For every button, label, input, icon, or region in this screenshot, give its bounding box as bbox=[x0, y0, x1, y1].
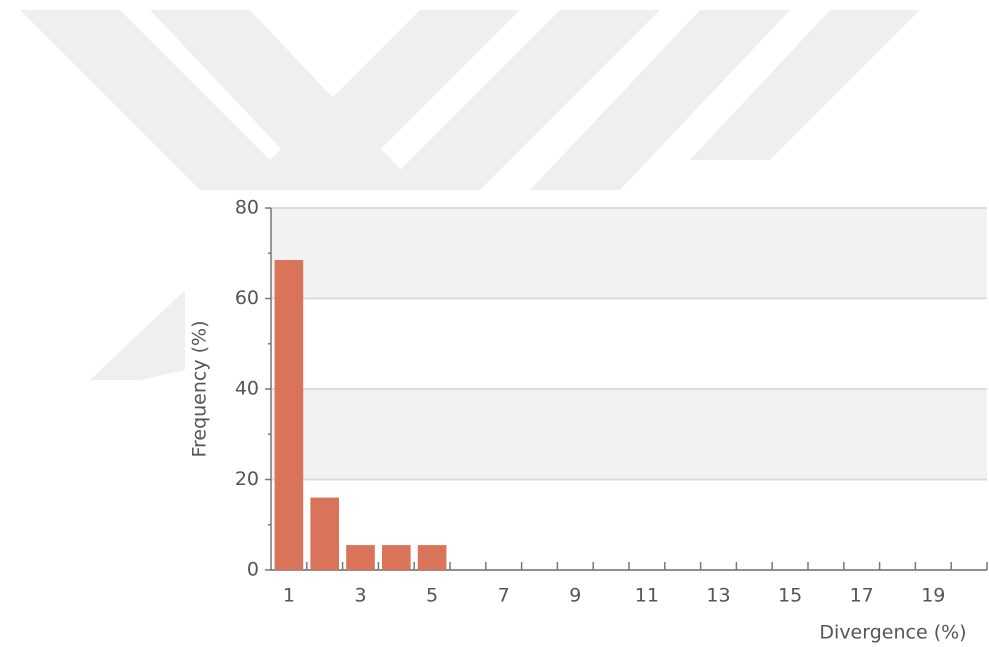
bar bbox=[310, 497, 340, 570]
x-tick-label: 15 bbox=[778, 585, 802, 607]
y-tick-label: 40 bbox=[235, 378, 259, 400]
y-tick-label: 20 bbox=[235, 468, 259, 490]
x-tick-label: 3 bbox=[354, 585, 366, 607]
y-tick-label: 60 bbox=[235, 287, 259, 309]
x-tick-label: 11 bbox=[635, 585, 659, 607]
x-tick-label: 1 bbox=[283, 585, 295, 607]
y-axis-label: Frequency (%) bbox=[189, 320, 211, 457]
x-tick-label: 9 bbox=[569, 585, 581, 607]
bar bbox=[274, 260, 304, 570]
grid-band bbox=[271, 389, 987, 480]
watermark bbox=[20, 10, 920, 380]
grid-band bbox=[271, 208, 987, 299]
bar bbox=[346, 545, 375, 570]
x-tick-label: 7 bbox=[498, 585, 510, 607]
y-tick-label: 80 bbox=[235, 197, 259, 219]
x-tick-label: 13 bbox=[706, 585, 730, 607]
x-axis-label: Divergence (%) bbox=[819, 622, 966, 644]
x-tick-label: 19 bbox=[921, 585, 945, 607]
y-tick-label: 0 bbox=[247, 559, 259, 581]
x-tick-label: 5 bbox=[426, 585, 438, 607]
bar bbox=[417, 545, 447, 570]
bar bbox=[381, 545, 411, 570]
x-tick-label: 17 bbox=[850, 585, 874, 607]
